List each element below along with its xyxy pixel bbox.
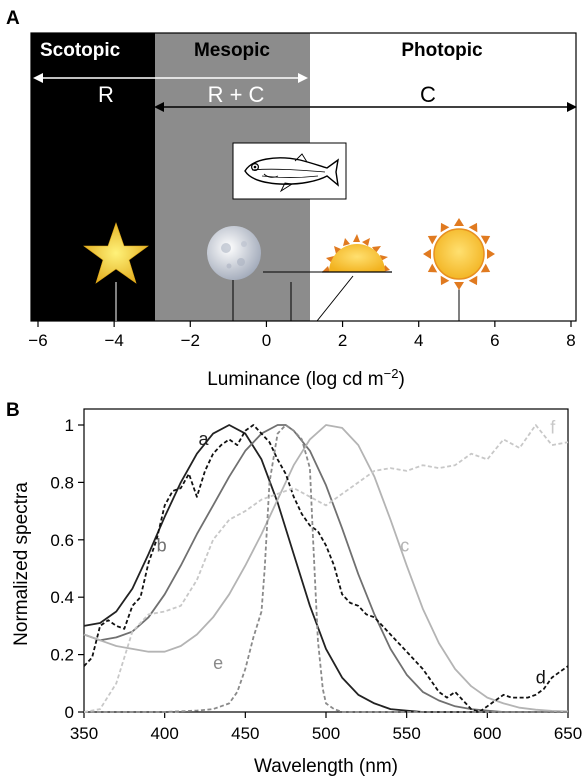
spectra-tick-label: 0.6: [50, 531, 74, 550]
curve-label-c: c: [400, 535, 409, 555]
panel-b: 350 400 450 500 550 600 650 0 0.2 0.4 0.6 0.8 1 a b c…: [11, 408, 582, 777]
luminance-tick-label: −6: [28, 331, 47, 350]
spectrum-curve-d: [83, 424, 569, 713]
luminance-tick-label: 8: [566, 331, 575, 350]
rods-arrow-right-head: [298, 73, 308, 83]
rods-cones-label: R + C: [208, 82, 265, 107]
spectrum-curve-c: [83, 424, 569, 713]
spectrum-curve-e: [84, 424, 568, 713]
wavelength-tick-label: 550: [392, 724, 420, 743]
cones-arrow-right-head: [567, 102, 577, 112]
luminance-tick-label: −4: [104, 331, 123, 350]
curve-label-b: b: [157, 535, 167, 555]
luminance-axis: −6 −4 −2 0 2 4 6 8: [28, 321, 576, 350]
luminance-tick-label: 4: [414, 331, 423, 350]
rods-arrow-left-head: [33, 73, 43, 83]
scotopic-zone: [31, 33, 155, 321]
wavelength-tick-label: 500: [312, 724, 340, 743]
cones-label: C: [420, 82, 436, 107]
mesopic-label: Mesopic: [194, 40, 270, 61]
luminance-tick-label: 0: [262, 331, 271, 350]
spectra-axis-title: Normalized spectra: [11, 482, 32, 646]
luminance-axis-title-close: ): [398, 369, 404, 390]
spectra-tick-label: 0.2: [50, 646, 74, 665]
cones-arrow-left-head: [154, 102, 164, 112]
luminance-axis-title-text: Luminance (log cd m: [207, 369, 383, 390]
panel-a-letter: A: [6, 8, 20, 29]
sun-icon: [423, 218, 495, 321]
luminance-tick-label: 2: [338, 331, 347, 350]
star-icon: [83, 222, 149, 321]
spectrum-curve-a: [83, 424, 568, 713]
spectra-tick-label: 0.8: [50, 473, 74, 492]
panel-a: Scotopic Mesopic Photopic R R + C C: [28, 32, 577, 391]
panel-b-letter: B: [6, 400, 20, 421]
spectrum-curve-b: [83, 424, 568, 713]
spectra-axis: 0 0.2 0.4 0.6 0.8 1: [50, 416, 84, 722]
wavelength-axis-title: Wavelength (nm): [254, 756, 398, 777]
curve-label-e: e: [213, 653, 223, 673]
panel-a-frame: [30, 32, 577, 322]
wavelength-axis: 350 400 450 500 550 600 650: [70, 712, 582, 743]
curve-label-a: a: [199, 429, 210, 449]
wavelength-tick-label: 350: [70, 724, 98, 743]
curve-label-f: f: [550, 418, 556, 438]
spectrum-curve-f: [83, 424, 569, 713]
scotopic-label: Scotopic: [40, 40, 121, 61]
luminance-tick-label: 6: [490, 331, 499, 350]
spectra-tick-label: 0.4: [50, 588, 74, 607]
panel-b-frame: [83, 408, 569, 713]
curve-labels: a b c d e f: [157, 418, 557, 688]
photopic-label: Photopic: [401, 40, 483, 61]
curve-label-d: d: [536, 667, 546, 687]
luminance-axis-title: Luminance (log cd m−2): [207, 366, 405, 391]
spectra-tick-label: 1: [65, 416, 74, 435]
moon-icon: [207, 226, 261, 321]
rods-label: R: [98, 82, 114, 107]
wavelength-tick-label: 450: [231, 724, 259, 743]
wavelength-tick-label: 650: [554, 724, 582, 743]
spectra-curves: [83, 424, 569, 713]
spectra-tick-label: 0: [65, 703, 74, 722]
luminance-tick-label: −2: [181, 331, 200, 350]
rising-sun-icon: [263, 234, 392, 322]
wavelength-tick-label: 600: [473, 724, 501, 743]
wavelength-tick-label: 400: [150, 724, 178, 743]
fish-icon: [232, 142, 347, 200]
luminance-axis-title-exponent: −2: [384, 366, 399, 381]
